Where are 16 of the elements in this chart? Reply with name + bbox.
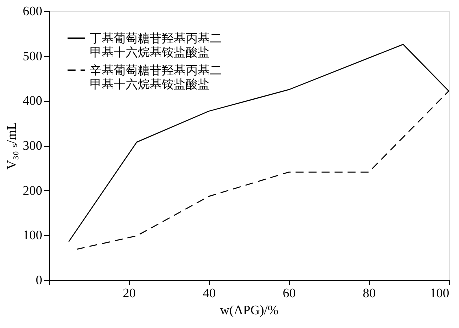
x-tick-label: 60 (283, 286, 296, 300)
legend-label: 辛基葡萄糖苷羟基丙基二甲基十六烷基铵盐酸盐 (90, 64, 222, 92)
x-tick-label: 40 (203, 286, 216, 300)
x-tick-label: 100 (430, 286, 450, 300)
x-tick-label: 80 (363, 286, 376, 300)
y-tick-label: 100 (23, 228, 42, 243)
y-axis-title: V₃₀ ₛ/mL (4, 122, 19, 170)
y-tick-label: 500 (23, 48, 42, 64)
y-tick-label: 0 (36, 272, 42, 288)
y-tick-label: 200 (23, 182, 42, 198)
y-tick-label: 600 (23, 4, 42, 18)
y-tick-label: 300 (23, 138, 42, 153)
x-axis-title: w(APG)/% (220, 302, 279, 318)
y-tick-label: 400 (23, 93, 42, 108)
legend-label: 丁基葡萄糖苷羟基丙基二甲基十六烷基铵盐酸盐 (90, 32, 222, 60)
x-tick-label: 20 (123, 286, 136, 300)
